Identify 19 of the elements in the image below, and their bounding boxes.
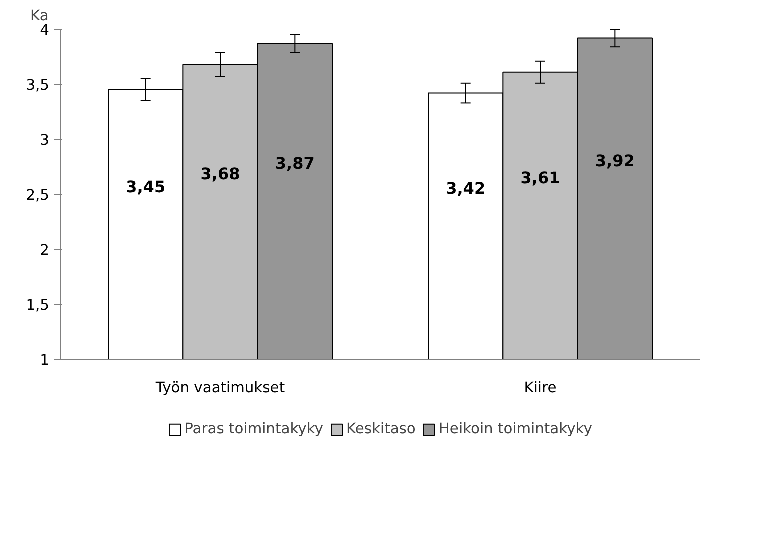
y-tick-label: 2: [40, 242, 50, 259]
data-label: 3,87: [275, 154, 315, 174]
data-label: 3,61: [520, 168, 560, 188]
y-axis-title: Ka: [30, 8, 49, 24]
data-label: 3,45: [126, 177, 166, 196]
data-label: 3,42: [446, 178, 486, 198]
y-tick-label: 3: [40, 132, 50, 149]
y-tick-label: 1: [40, 352, 50, 369]
y-tick-label: 3,5: [26, 77, 50, 94]
legend-label: Heikoin toimintakyky: [438, 420, 592, 438]
x-tick-label: Kiire: [524, 380, 557, 396]
y-tick-label: 1,5: [26, 297, 50, 314]
y-tick-label: 4: [40, 22, 50, 39]
legend-label: Paras toimintakyky: [184, 420, 324, 438]
x-tick-label: Työn vaatimukset: [154, 380, 286, 396]
legend-label: Keskitaso: [346, 420, 416, 438]
data-label: 3,68: [200, 164, 240, 184]
data-label: 3,92: [595, 151, 635, 170]
y-tick-label: 2,5: [26, 187, 50, 204]
